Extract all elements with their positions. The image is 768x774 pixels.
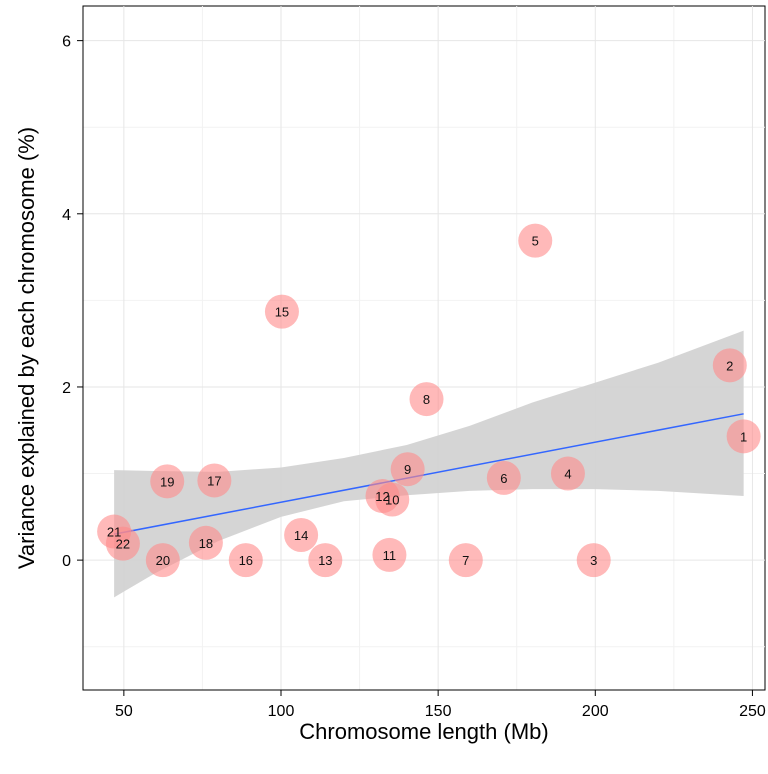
- confidence-band: [114, 330, 744, 598]
- data-point-11: [372, 537, 407, 572]
- point-label-15: 15: [275, 305, 289, 320]
- regression-line: [113, 413, 744, 535]
- data-point-20: [145, 543, 180, 578]
- data-point-12: [365, 479, 400, 514]
- data-point-15: [264, 294, 299, 329]
- point-label-5: 5: [532, 234, 539, 249]
- point-label-2: 2: [726, 358, 733, 373]
- x-axis: 50 100 150 200 250: [83, 689, 766, 720]
- regression-line-group: [113, 413, 744, 535]
- x-tick-label: 200: [582, 703, 609, 720]
- x-tick-label: 50: [115, 703, 133, 720]
- data-point-3: [576, 543, 611, 578]
- point-label-8: 8: [423, 392, 430, 407]
- data-point-7: [448, 543, 483, 578]
- point-label-14: 14: [294, 528, 308, 543]
- data-point-9: [390, 452, 425, 487]
- point-label-20: 20: [156, 553, 170, 568]
- y-tick-label: 6: [62, 34, 71, 51]
- point-label-10: 10: [385, 493, 399, 508]
- data-point-16: [228, 543, 263, 578]
- point-label-19: 19: [160, 474, 174, 489]
- data-point-2: [712, 348, 747, 383]
- point-label-21: 21: [107, 525, 121, 540]
- plot-panel: [82, 5, 766, 691]
- y-axis-title: Variance explained by each chromosome (%…: [14, 127, 39, 569]
- y-tick-label: 0: [62, 553, 71, 570]
- y-tick-label: 4: [62, 207, 71, 224]
- x-tick-label: 250: [739, 703, 766, 720]
- x-axis-title: Chromosome length (Mb): [299, 719, 548, 744]
- data-point-13: [308, 543, 343, 578]
- data-point-1: [726, 419, 761, 454]
- point-label-13: 13: [318, 553, 332, 568]
- data-point-5: [518, 223, 553, 258]
- confidence-band-group: [114, 330, 744, 598]
- grid-major: [83, 6, 765, 690]
- data-point-19: [150, 464, 185, 499]
- point-label-1: 1: [740, 429, 747, 444]
- data-point-6: [486, 460, 521, 495]
- y-axis: 0 2 4 6: [62, 6, 84, 690]
- data-point-17: [197, 463, 232, 498]
- data-point-14: [284, 518, 319, 553]
- point-label-17: 17: [207, 473, 221, 488]
- points-group: [97, 223, 761, 578]
- point-label-3: 3: [590, 553, 597, 568]
- point-label-7: 7: [462, 553, 469, 568]
- point-label-18: 18: [199, 536, 213, 551]
- point-label-11: 11: [383, 548, 397, 563]
- data-point-18: [188, 525, 223, 560]
- data-point-22: [105, 526, 140, 561]
- data-point-4: [550, 456, 585, 491]
- point-label-22: 22: [116, 537, 130, 552]
- data-point-8: [409, 382, 444, 417]
- x-tick-label: 100: [268, 703, 295, 720]
- y-tick-label: 2: [62, 380, 71, 397]
- point-label-6: 6: [500, 471, 507, 486]
- point-label-12: 12: [375, 489, 389, 504]
- point-label-16: 16: [239, 553, 253, 568]
- x-tick-label: 150: [425, 703, 452, 720]
- point-label-9: 9: [404, 462, 411, 477]
- point-label-4: 4: [564, 467, 571, 482]
